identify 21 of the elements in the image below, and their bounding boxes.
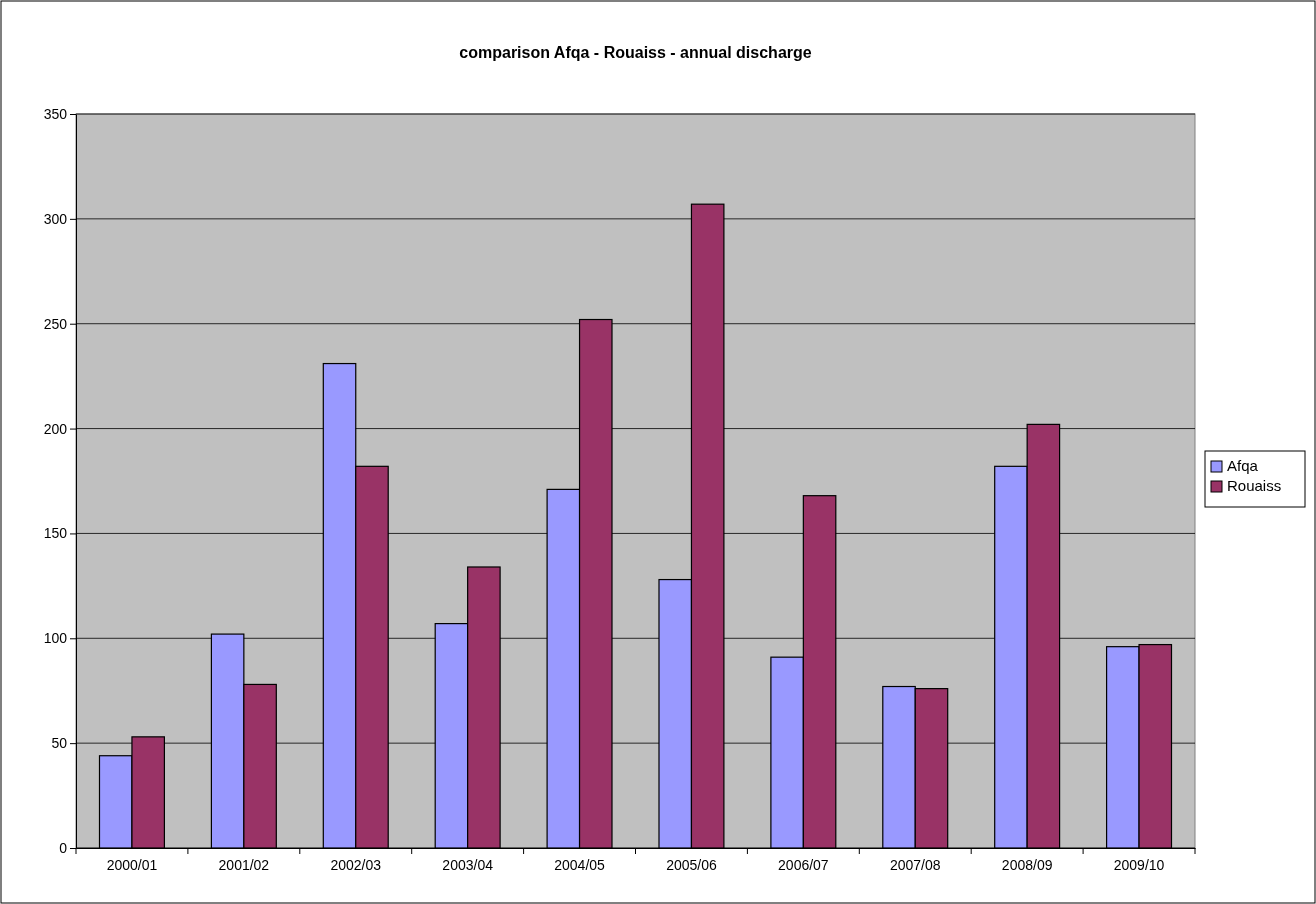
x-tick-label: 2001/02 [218,856,270,873]
x-tick-label: 2003/04 [442,856,494,873]
legend-label: Rouaiss [1227,477,1282,494]
x-tick-label: 2008/09 [1001,856,1053,873]
y-tick-label: 300 [43,210,68,227]
x-tick-label: 2000/01 [106,856,158,873]
y-tick-label: 250 [43,315,68,332]
x-tick-label: 2007/08 [889,856,941,873]
y-tick-label: 50 [51,735,68,752]
x-tick-label: 2004/05 [554,856,606,873]
y-tick-label: 350 [43,105,68,122]
x-tick-label: 2005/06 [666,856,717,873]
chart-title: comparison Afqa - Rouaiss - annual discharge [459,44,812,61]
x-tick-label: 2006/07 [778,856,829,873]
x-tick-label: 2009/10 [1113,856,1165,873]
y-tick-label: 0 [59,839,68,856]
y-tick-label: 200 [43,420,68,437]
x-tick-label: 2002/03 [330,856,382,873]
y-tick-label: 150 [43,525,68,542]
y-tick-label: 100 [43,630,68,647]
legend-label: Afqa [1227,457,1259,474]
